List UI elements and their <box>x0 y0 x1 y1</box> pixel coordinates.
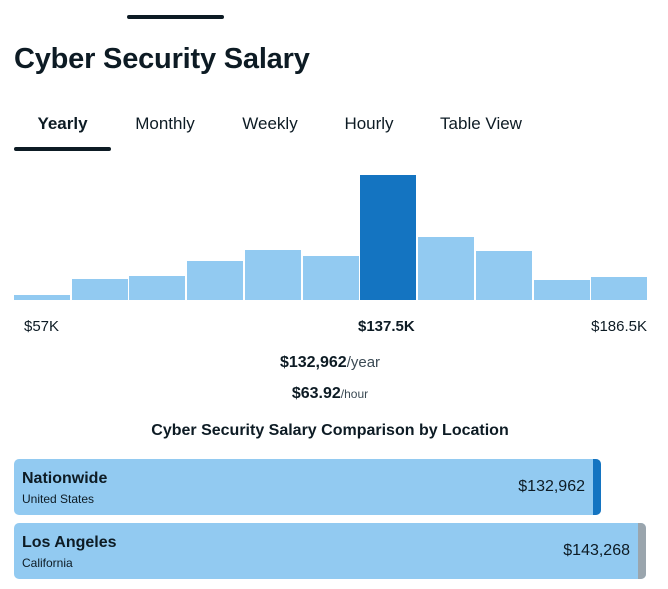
tab-hourly[interactable]: Hourly <box>344 114 394 133</box>
location-subtitle: United States <box>22 492 95 506</box>
histogram-bar-10[interactable] <box>534 280 590 300</box>
yearly-summary: $132,962/year <box>0 354 664 372</box>
bar-end-cap <box>593 459 601 515</box>
location-name: Los Angeles <box>22 534 117 551</box>
location-bar-nationwide[interactable]: Nationwide United States $132,962 <box>14 459 601 515</box>
hourly-unit: /hour <box>340 387 369 401</box>
yearly-salary-value: $132,962 <box>279 354 347 371</box>
histogram-bar-7[interactable] <box>360 175 416 300</box>
yearly-unit: /year <box>346 354 381 371</box>
bar-end-cap <box>638 523 646 579</box>
axis-label-max: $186.5K <box>591 318 647 335</box>
comparison-title: Cyber Security Salary Comparison by Loca… <box>151 422 509 439</box>
histogram-bar-8[interactable] <box>418 237 474 300</box>
active-tab-underline <box>14 147 111 151</box>
histogram-bar-4[interactable] <box>187 261 243 300</box>
tab-weekly[interactable]: Weekly <box>242 114 298 133</box>
histogram-bar-11[interactable] <box>591 277 647 300</box>
location-salary: $132,962 <box>518 478 585 495</box>
histogram-bar-9[interactable] <box>476 251 532 300</box>
histogram-bar-3[interactable] <box>129 276 185 300</box>
axis-label-mid: $137.5K <box>358 318 415 335</box>
tab-yearly[interactable]: Yearly <box>37 114 88 133</box>
hourly-salary-value: $63.92 <box>291 385 341 402</box>
top-indicator-bar <box>127 15 224 19</box>
tab-monthly[interactable]: Monthly <box>135 114 195 133</box>
salary-histogram <box>14 170 647 300</box>
axis-label-min: $57K <box>24 318 60 335</box>
histogram-bar-2[interactable] <box>72 279 128 300</box>
location-salary: $143,268 <box>563 542 630 559</box>
location-bar-los-angeles[interactable]: Los Angeles California $143,268 <box>14 523 646 579</box>
histogram-bar-1[interactable] <box>14 295 70 300</box>
page-title: Cyber Security Salary <box>14 43 310 75</box>
histogram-bar-5[interactable] <box>245 250 301 300</box>
tab-table-view[interactable]: Table View <box>440 114 522 133</box>
histogram-bar-6[interactable] <box>303 256 359 300</box>
hourly-summary: $63.92/hour <box>0 385 664 403</box>
location-subtitle: California <box>22 556 73 570</box>
location-name: Nationwide <box>22 470 108 487</box>
